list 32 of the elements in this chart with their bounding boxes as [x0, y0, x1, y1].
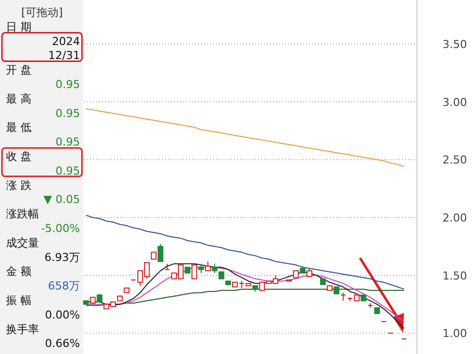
text: 涨 跌 [6, 178, 32, 192]
text: 开 盘 [6, 64, 32, 77]
text: 0.00% [45, 308, 80, 322]
text: [可拖动] [21, 6, 63, 19]
text: 最 低 [6, 121, 32, 134]
text: ▼ 0.05 [44, 193, 80, 206]
text: 成交量 [6, 236, 39, 250]
line-series [86, 108, 405, 168]
text: 日 期 [6, 20, 32, 34]
y-tick-label: 3.00 [442, 96, 467, 109]
text: 换手率 [6, 322, 39, 336]
text: 金 额 [6, 265, 32, 278]
line-series [86, 214, 405, 290]
y-tick-label: 2.50 [442, 154, 467, 167]
y-tick-label: 2.00 [442, 211, 467, 224]
text: 收 盘 [6, 150, 32, 163]
text: -5.00% [41, 222, 80, 235]
text: 涨跌幅 [6, 208, 39, 221]
text: 最 高 [6, 92, 32, 106]
text: 658万 [48, 280, 80, 293]
y-tick-label: 1.50 [442, 269, 467, 282]
text: 0.66% [45, 337, 80, 350]
text: 0.95 [56, 136, 80, 149]
text: 0.95 [56, 78, 80, 91]
text: 0.95 [56, 164, 80, 178]
text: 2024 [52, 34, 80, 48]
text: 6.93万 [44, 250, 80, 264]
y-tick-label: 3.50 [442, 38, 467, 51]
y-tick-label: 1.00 [442, 327, 467, 340]
text: 12/31 [48, 49, 80, 62]
text: 0.95 [56, 106, 80, 120]
text: 振 幅 [6, 294, 32, 307]
